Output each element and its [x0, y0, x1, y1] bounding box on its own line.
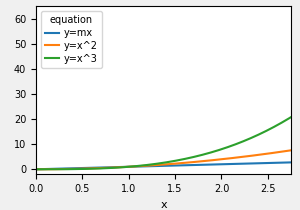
- y=x^2: [34, 168, 38, 171]
- y=x^2: [185, 161, 189, 164]
- y=mx: [34, 168, 38, 171]
- y=mx: [35, 168, 39, 171]
- y=x^3: [190, 156, 194, 159]
- y=x^3: [34, 168, 38, 171]
- y=x^3: [249, 137, 253, 139]
- y=x^3: [186, 157, 190, 160]
- y=mx: [265, 162, 269, 164]
- y=x^2: [265, 152, 269, 155]
- Line: y=mx: y=mx: [36, 162, 291, 169]
- y=x^2: [190, 161, 194, 163]
- y=mx: [289, 161, 293, 164]
- y=x^2: [35, 168, 39, 171]
- Line: y=x^3: y=x^3: [36, 117, 291, 169]
- y=x^3: [35, 168, 39, 171]
- y=x^2: [186, 161, 190, 164]
- y=mx: [190, 164, 194, 166]
- X-axis label: x: x: [160, 200, 167, 210]
- y=mx: [185, 164, 189, 167]
- Legend: y=mx, y=x^2, y=x^3: y=mx, y=x^2, y=x^3: [41, 11, 102, 68]
- y=x^3: [185, 157, 189, 160]
- y=x^3: [289, 116, 293, 118]
- Line: y=x^2: y=x^2: [36, 150, 291, 169]
- y=mx: [249, 162, 253, 165]
- y=mx: [186, 164, 190, 167]
- y=x^3: [265, 129, 269, 132]
- y=x^2: [289, 149, 293, 152]
- y=x^2: [249, 155, 253, 157]
